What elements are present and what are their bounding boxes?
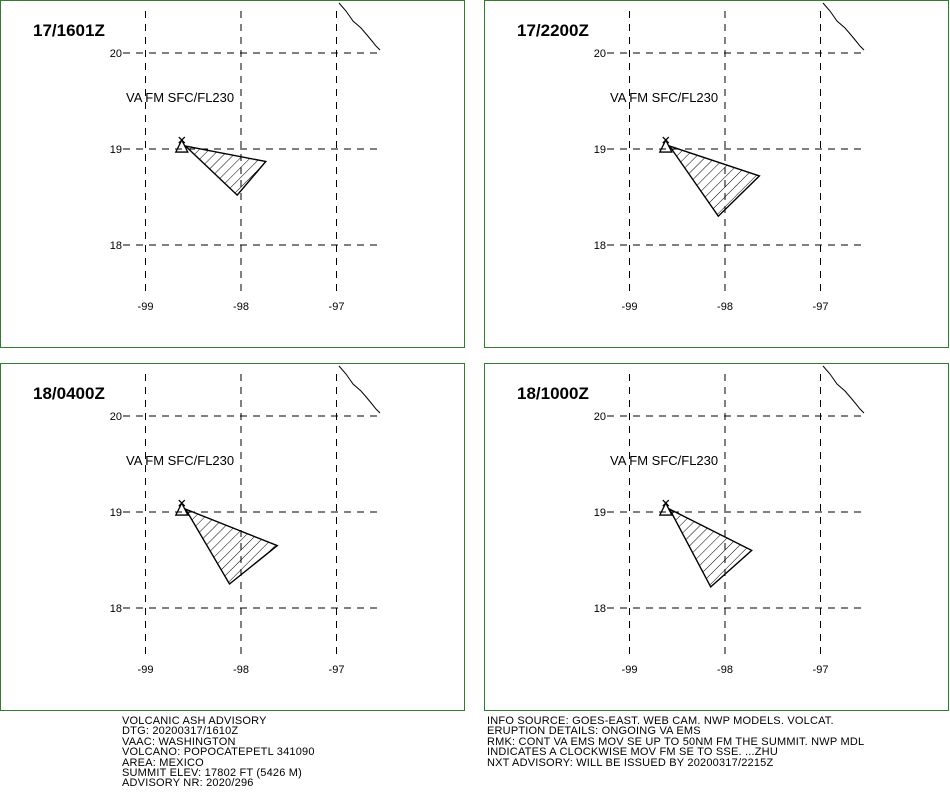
ash-cloud-polygon: [183, 144, 268, 197]
map-canvas-4: -99 -98 -97 20 19 18 18/1000Z VA FM SFC/FL230: [517, 365, 865, 676]
lon-tick-label: -97: [329, 664, 345, 676]
lat-tick-label: 19: [594, 507, 606, 519]
map-canvas-3: -99 -98 -97 20 19 18 18/0400Z VA FM SFC/FL230: [33, 365, 381, 676]
advisory-line: INDICATES A CLOCKWISE MOV FM SE TO SSE. …: [487, 746, 778, 759]
lon-tick-label: -98: [233, 301, 249, 313]
advisory-line: INFO SOURCE: GOES-EAST. WEB CAM. NWP MOD…: [487, 715, 834, 727]
advisory-text-right: INFO SOURCE: GOES-EAST. WEB CAM. NWP MOD…: [487, 715, 865, 769]
lat-tick-label: 18: [594, 240, 606, 252]
va-altitude-label: VA FM SFC/FL230: [610, 453, 718, 468]
advisory-line: VOLCANO: POPOCATEPETL 341090: [122, 746, 315, 759]
valid-time-label: 18/1000Z: [517, 384, 589, 403]
map-panel-4: -99 -98 -97 20 19 18 18/1000Z VA FM SFC/FL230: [484, 363, 949, 711]
lat-tick-label: 19: [594, 144, 606, 156]
lat-tick-label: 20: [110, 411, 122, 423]
advisory-line: DTG: 20200317/1610Z: [122, 725, 239, 738]
advisory-line: VAAC: WASHINGTON: [122, 735, 236, 748]
summit-marker-icon: [662, 136, 670, 144]
volcano-icon: [658, 138, 673, 153]
lat-tick-label: 19: [110, 507, 122, 519]
lat-tick-label: 18: [110, 240, 122, 252]
coastline: [822, 365, 865, 414]
advisory-line: AREA: MEXICO: [122, 756, 204, 769]
map-canvas-1: -99 -98 -97 20 19 18 17/1601Z VA FM SFC/FL230: [33, 2, 381, 313]
valid-time-label: 17/1601Z: [33, 21, 105, 40]
coastline: [338, 2, 381, 51]
va-altitude-label: VA FM SFC/FL230: [610, 90, 718, 105]
lon-tick-label: -99: [138, 301, 154, 313]
map-panel-3: -99 -98 -97 20 19 18 18/0400Z VA FM SFC/FL230: [0, 363, 465, 711]
advisory-line: VOLCANIC ASH ADVISORY: [122, 715, 267, 727]
lon-tick-label: -97: [329, 301, 345, 313]
lon-tick-label: -99: [622, 301, 638, 313]
map-panel-1: -99 -98 -97 20 19 18 17/1601Z VA FM SFC/FL230: [0, 0, 465, 348]
ash-cloud-polygon: [667, 507, 753, 589]
va-altitude-label: VA FM SFC/FL230: [126, 453, 234, 468]
map-canvas-2: -99 -98 -97 20 19 18 17/2200Z VA FM SFC/FL230: [517, 2, 865, 313]
advisory-line: ERUPTION DETAILS: ONGOING VA EMS: [487, 725, 701, 738]
summit-marker-icon: [178, 499, 186, 507]
advisory-line: NXT ADVISORY: WILL BE ISSUED BY 20200317…: [487, 756, 774, 769]
lon-tick-label: -99: [622, 664, 638, 676]
lon-tick-label: -97: [813, 301, 829, 313]
lat-tick-label: 18: [110, 603, 122, 615]
advisory-line: SUMMIT ELEV: 17802 FT (5426 M): [122, 767, 303, 780]
summit-marker-icon: [178, 136, 186, 144]
ash-cloud-polygon: [183, 507, 279, 586]
lat-tick-label: 20: [594, 411, 606, 423]
valid-time-label: 18/0400Z: [33, 384, 105, 403]
lat-tick-label: 20: [594, 48, 606, 60]
lat-tick-label: 20: [110, 48, 122, 60]
ash-cloud-polygon: [667, 144, 761, 218]
lon-tick-label: -98: [233, 664, 249, 676]
advisory-line: RMK: CONT VA EMS MOV SE UP TO 50NM FM TH…: [487, 735, 865, 748]
coastline: [338, 365, 381, 414]
coastline: [822, 2, 865, 51]
lon-tick-label: -97: [813, 664, 829, 676]
lon-tick-label: -98: [717, 664, 733, 676]
valid-time-label: 17/2200Z: [517, 21, 589, 40]
map-panel-2: -99 -98 -97 20 19 18 17/2200Z VA FM SFC/FL230: [484, 0, 949, 348]
lat-tick-label: 19: [110, 144, 122, 156]
volcano-icon: [174, 138, 189, 153]
advisory-line: ADVISORY NR: 2020/296: [122, 777, 254, 790]
va-altitude-label: VA FM SFC/FL230: [126, 90, 234, 105]
lon-tick-label: -98: [717, 301, 733, 313]
volcano-icon: [174, 501, 189, 516]
advisory-text-left: VOLCANIC ASH ADVISORY DTG: 20200317/1610…: [122, 715, 315, 790]
lon-tick-label: -99: [138, 664, 154, 676]
volcano-icon: [658, 501, 673, 516]
summit-marker-icon: [662, 499, 670, 507]
lat-tick-label: 18: [594, 603, 606, 615]
